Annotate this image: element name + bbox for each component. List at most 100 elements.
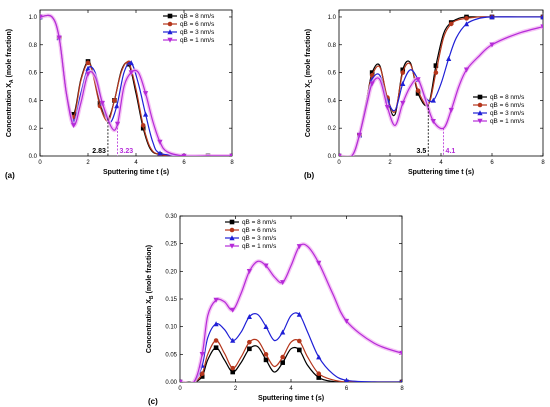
y-tick-label: 0.2 bbox=[29, 126, 38, 132]
data-point bbox=[316, 371, 322, 377]
data-point bbox=[114, 103, 120, 109]
legend-marker bbox=[477, 102, 483, 108]
data-point bbox=[296, 311, 302, 317]
x-tick-label: 0 bbox=[178, 386, 182, 392]
data-point bbox=[316, 260, 322, 266]
x-tick-label: 6 bbox=[182, 160, 186, 166]
y-tick-label: 0.0 bbox=[29, 154, 38, 160]
data-point bbox=[157, 139, 163, 145]
data-point bbox=[199, 371, 205, 377]
panel-label: (a) bbox=[5, 171, 15, 180]
y-tick-label: 0.15 bbox=[165, 297, 177, 303]
data-point bbox=[489, 14, 495, 20]
y-tick-label: 0.4 bbox=[29, 98, 38, 104]
data-point bbox=[56, 35, 62, 41]
x-tick-label: 0 bbox=[38, 160, 42, 166]
data-point bbox=[230, 337, 236, 343]
data-point bbox=[369, 70, 375, 75]
data-point bbox=[263, 352, 269, 357]
y-tick-label: 1.0 bbox=[328, 15, 337, 21]
legend-marker bbox=[477, 118, 483, 124]
data-point bbox=[369, 81, 375, 87]
data-point bbox=[280, 354, 285, 360]
annotation-label: 3.5 bbox=[417, 148, 427, 155]
legend-marker bbox=[167, 21, 173, 27]
annotation-label: 3.23 bbox=[120, 148, 134, 155]
y-tick-label: 0.30 bbox=[165, 214, 177, 220]
data-point bbox=[400, 100, 406, 106]
data-point bbox=[263, 323, 269, 329]
data-point bbox=[140, 125, 146, 131]
x-tick-label: 4 bbox=[134, 160, 138, 166]
plot-area bbox=[180, 242, 402, 382]
data-point bbox=[280, 329, 286, 335]
legend-marker bbox=[229, 243, 235, 249]
data-point bbox=[213, 338, 219, 343]
x-tick-label: 4 bbox=[439, 160, 443, 166]
legend-label: qB = 1 nm/s bbox=[490, 118, 524, 125]
data-point bbox=[143, 111, 149, 117]
panel-label: (b) bbox=[304, 171, 315, 180]
x-tick-label: 8 bbox=[400, 386, 404, 392]
data-point bbox=[140, 123, 146, 128]
data-point bbox=[464, 16, 469, 21]
data-point bbox=[128, 70, 134, 76]
y-tick-label: 0.20 bbox=[165, 269, 177, 275]
data-point bbox=[213, 345, 219, 350]
y-tick-label: 0.05 bbox=[165, 352, 177, 358]
legend-marker bbox=[167, 37, 173, 43]
data-point bbox=[415, 88, 421, 93]
x-tick-label: 2 bbox=[234, 386, 238, 392]
y-tick-label: 0.4 bbox=[328, 98, 337, 104]
x-tick-label: 2 bbox=[86, 160, 90, 166]
x-tick-label: 8 bbox=[230, 160, 234, 166]
data-point bbox=[230, 307, 236, 313]
data-point bbox=[246, 269, 252, 275]
data-point bbox=[99, 100, 105, 106]
data-point bbox=[400, 70, 406, 75]
legend-label: qB = 3 nm/s bbox=[490, 110, 524, 117]
x-tick-label: 4 bbox=[289, 386, 293, 392]
x-axis-label: Sputtering time t (s) bbox=[103, 169, 169, 176]
legend-label: qB = 6 nm/s bbox=[490, 102, 524, 109]
data-point bbox=[247, 339, 252, 345]
data-point bbox=[229, 153, 232, 156]
data-point bbox=[296, 244, 302, 250]
data-point bbox=[463, 67, 470, 73]
data-point bbox=[71, 111, 76, 117]
legend-label: qB = 8 nm/s bbox=[180, 13, 214, 20]
data-point bbox=[339, 153, 342, 156]
data-point bbox=[446, 55, 452, 61]
legend-label: qB = 8 nm/s bbox=[490, 94, 524, 101]
annotation-label: 2.83 bbox=[92, 148, 106, 155]
data-point bbox=[40, 14, 43, 20]
y-tick-label: 0.6 bbox=[29, 71, 38, 77]
data-point bbox=[71, 123, 77, 129]
data-point bbox=[297, 347, 302, 353]
data-point bbox=[85, 60, 91, 66]
legend-marker bbox=[477, 94, 483, 100]
data-point bbox=[180, 379, 183, 382]
legend-label: qB = 3 nm/s bbox=[180, 29, 214, 36]
x-tick-label: 8 bbox=[541, 160, 545, 166]
data-point bbox=[400, 67, 406, 73]
data-point bbox=[297, 338, 302, 344]
data-point bbox=[157, 150, 163, 156]
y-axis-label: Concentration XA (mole fraction) bbox=[6, 29, 15, 137]
data-point bbox=[213, 297, 219, 303]
x-tick-label: 6 bbox=[490, 160, 494, 166]
data-point bbox=[356, 132, 362, 138]
data-point bbox=[143, 91, 149, 97]
data-point bbox=[433, 70, 439, 75]
data-point bbox=[343, 318, 350, 324]
chart-panel-3: 0 2 4 6 8 0.00 0.05 0.10 0.15 0.20 0.25 0.30 Sputter… bbox=[146, 214, 404, 406]
legend: qB = 8 nm/sqB = 6 nm/sqB = 3 nm/sqB = 1 … bbox=[163, 13, 214, 44]
legend-marker bbox=[229, 235, 235, 241]
y-tick-label: 0.2 bbox=[328, 126, 337, 132]
data-point bbox=[181, 153, 187, 156]
data-point bbox=[540, 14, 543, 20]
legend-label: qB = 6 nm/s bbox=[242, 227, 276, 234]
data-point bbox=[199, 374, 205, 379]
data-point bbox=[280, 360, 285, 365]
data-point bbox=[448, 21, 454, 27]
